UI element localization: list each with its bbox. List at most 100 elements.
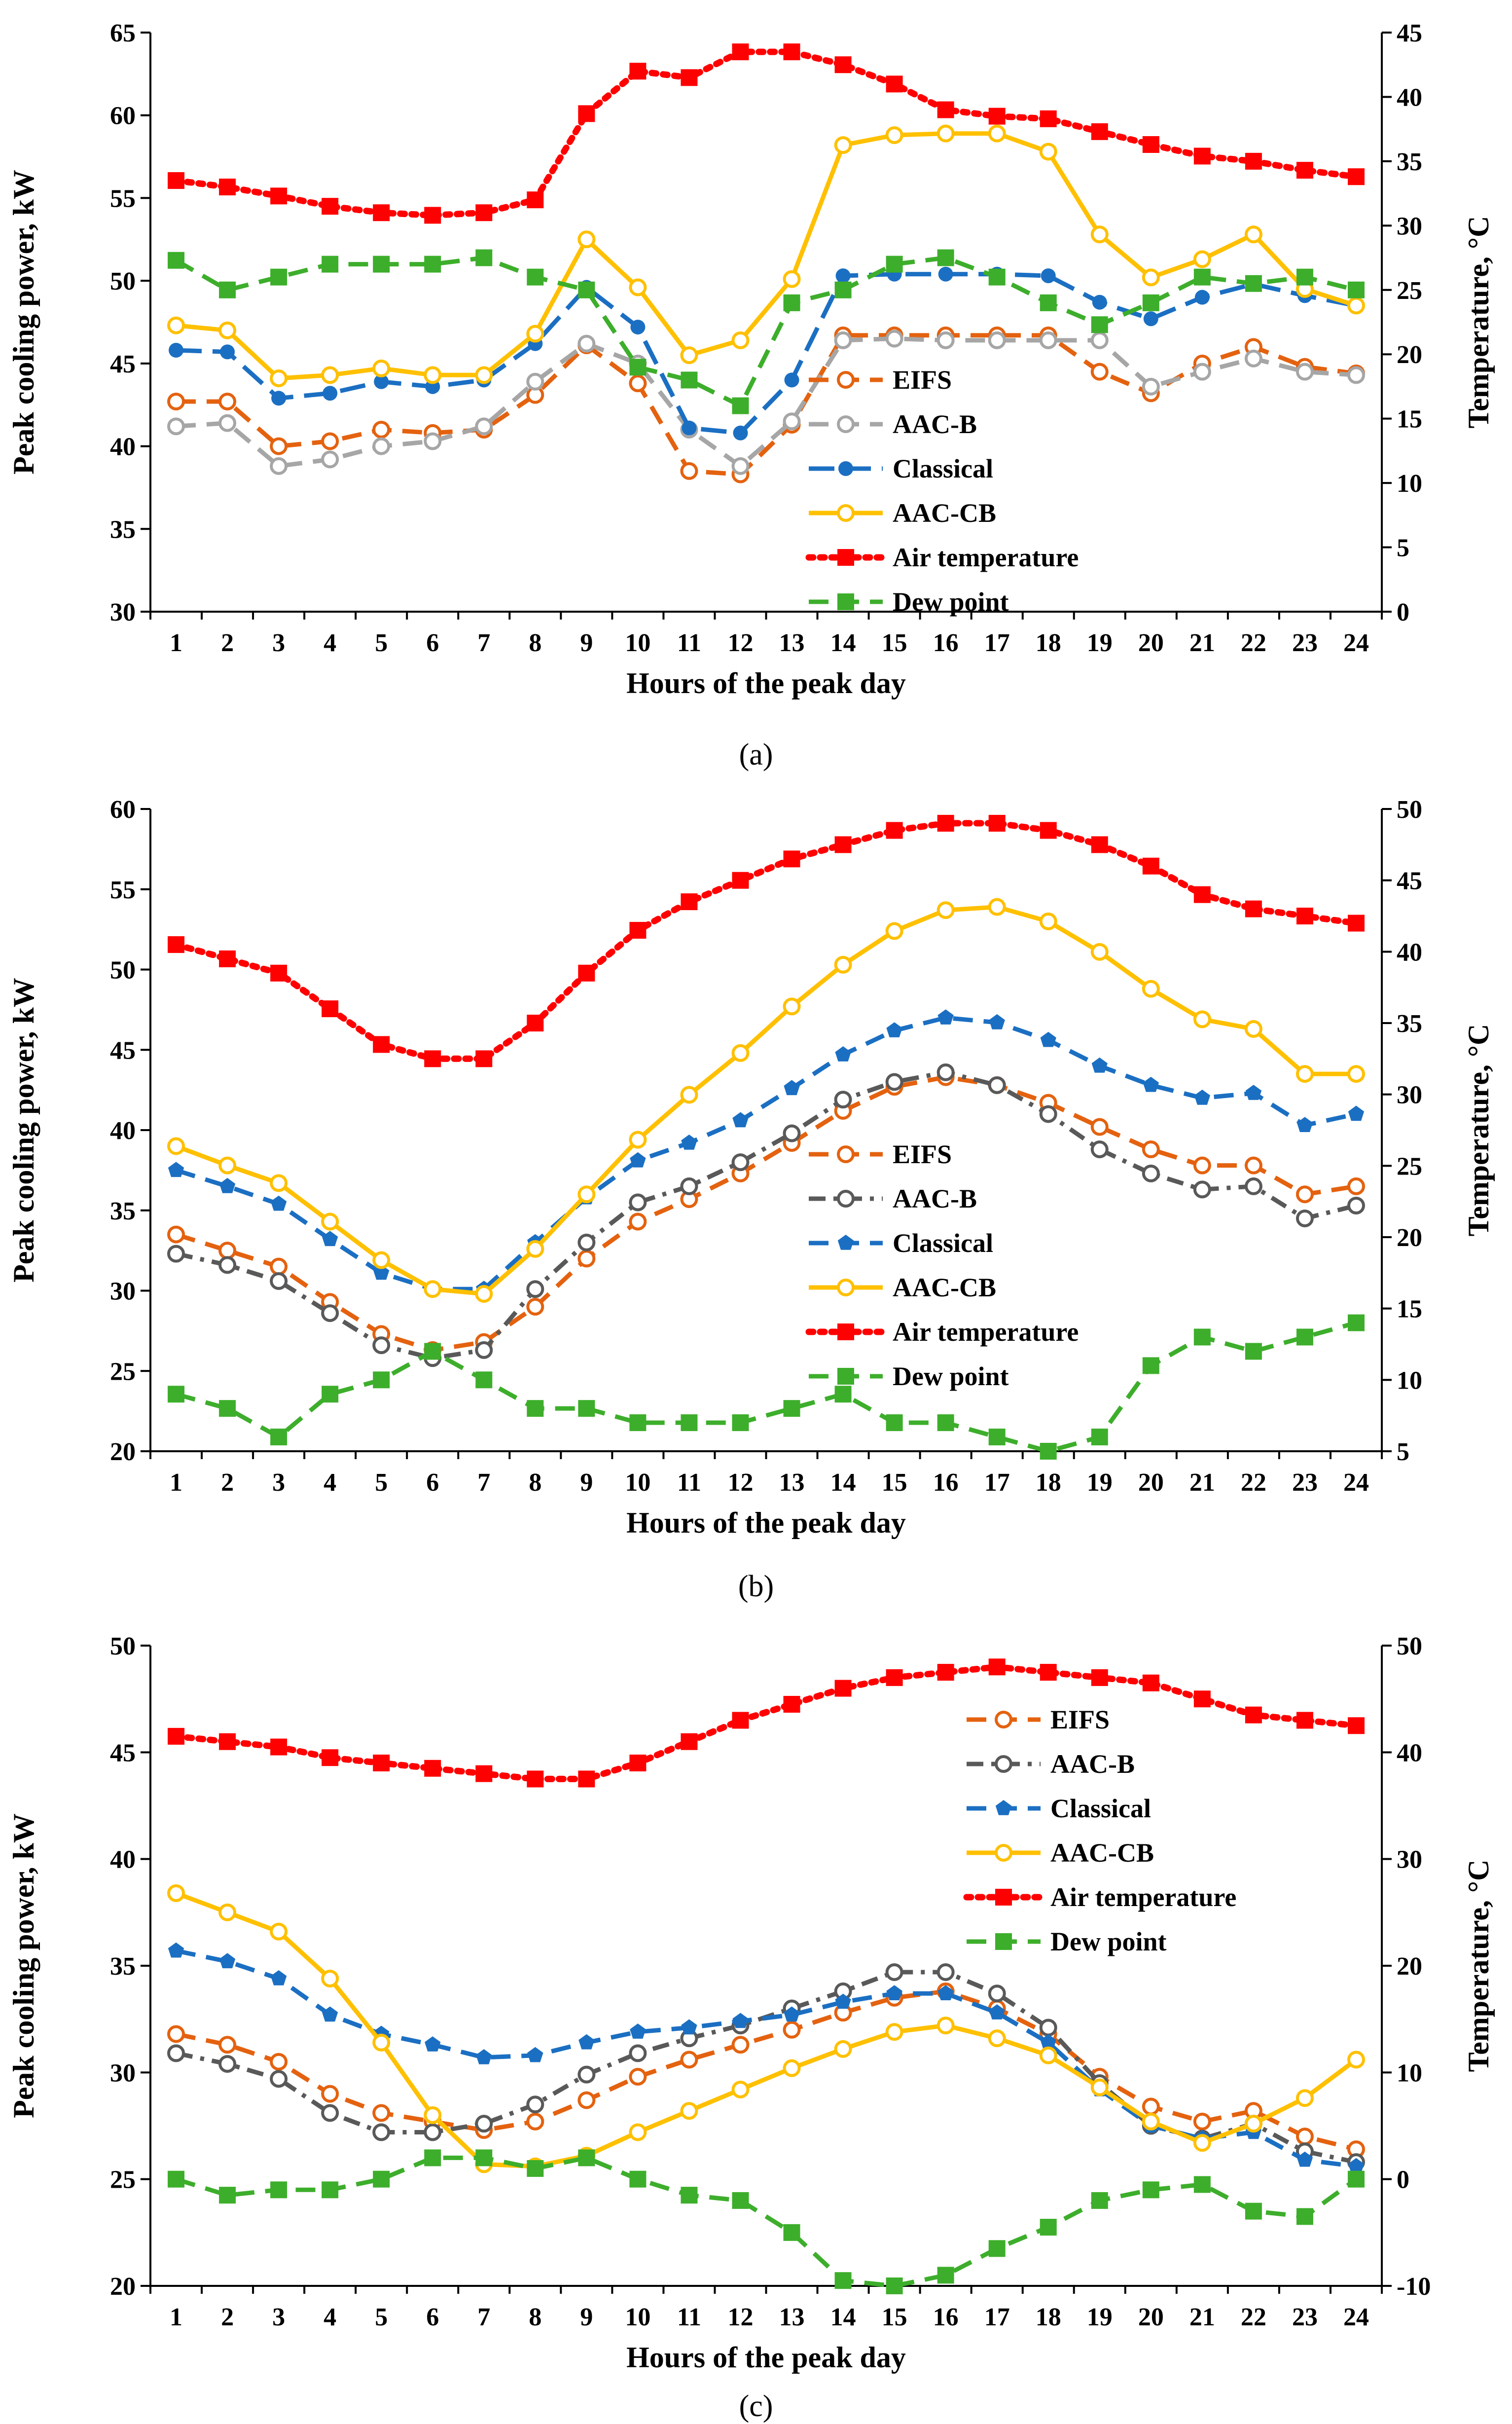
series-line-air-temperature (173, 1663, 1360, 1782)
data-point (783, 2020, 801, 2039)
x-tick-label: 7 (477, 1469, 490, 1497)
data-point (1347, 2170, 1365, 2188)
legend-marker-3 (837, 504, 855, 522)
data-point (372, 421, 391, 439)
data-point (526, 2112, 544, 2130)
data-point (1244, 2115, 1262, 2133)
legend-marker-3 (995, 1844, 1012, 1862)
y-axis-title: Peak cooling power, kW (7, 1813, 40, 2118)
data-point (1244, 1156, 1262, 1175)
data-point (731, 331, 750, 349)
x-tick-label: 5 (375, 1469, 388, 1497)
data-point (1244, 1020, 1262, 1038)
data-point (629, 359, 647, 376)
data-point (1142, 377, 1160, 396)
x-tick-label: 7 (477, 629, 490, 657)
x-tick-label: 16 (933, 2303, 959, 2331)
data-point (526, 325, 544, 343)
x-tick-label: 2 (221, 1469, 234, 1497)
data-point (629, 1212, 647, 1231)
data-point (682, 420, 697, 436)
series-line-air-temperature (173, 820, 1360, 1062)
y2-axis-title: Temperature, °C (1462, 216, 1495, 429)
data-point (424, 1343, 441, 1360)
data-point (527, 2160, 544, 2177)
data-point (219, 1733, 236, 1750)
x-tick-label: 21 (1189, 2303, 1215, 2331)
panel-label-a: (a) (739, 738, 773, 771)
legend-label: EIFS (893, 365, 952, 395)
data-point (1193, 1180, 1211, 1199)
legend-label: AAC-CB (893, 498, 996, 528)
data-point (1040, 2034, 1056, 2050)
data-point (938, 266, 953, 282)
x-tick-label: 19 (1087, 629, 1113, 657)
x-tick-label: 4 (324, 2303, 336, 2331)
data-point (681, 371, 698, 389)
legend-label: AAC-CB (1050, 1838, 1154, 1868)
data-point (783, 1124, 801, 1142)
data-point (527, 1400, 544, 1417)
data-point (1296, 1117, 1313, 1132)
data-point (1091, 123, 1108, 140)
data-point (936, 124, 955, 143)
data-point (270, 1257, 288, 1276)
y-tick-label: 30 (110, 1278, 136, 1306)
x-tick-label: 23 (1292, 1469, 1318, 1497)
data-point (578, 281, 595, 298)
x-tick-label: 6 (426, 629, 439, 657)
y2-tick-label: 20 (1397, 1224, 1422, 1252)
y-tick-label: 40 (110, 1117, 136, 1145)
data-point (527, 1770, 544, 1788)
data-point (732, 397, 749, 414)
data-point (270, 1970, 287, 1985)
chart-panel-b: (b) 202530354045505560510152025303540455… (7, 796, 1495, 1603)
data-point (630, 2023, 646, 2039)
data-point (578, 2149, 595, 2167)
x-tick-label: 6 (426, 2303, 439, 2331)
legend-marker-0 (995, 1711, 1012, 1728)
data-point (168, 1162, 184, 1177)
y2-tick-label: 50 (1397, 796, 1422, 824)
data-point (424, 432, 442, 450)
data-point (1194, 290, 1210, 305)
legend-marker-5 (837, 593, 854, 610)
x-tick-label: 3 (272, 2303, 285, 2331)
data-point (372, 1336, 391, 1355)
data-point (373, 1371, 390, 1389)
data-point (526, 1298, 544, 1316)
data-point (424, 2149, 441, 2167)
data-point (1040, 1443, 1057, 1460)
y2-tick-label: 15 (1397, 1295, 1422, 1323)
y2-tick-label: 40 (1397, 83, 1422, 111)
legend-label: AAC-B (1050, 1749, 1135, 1779)
data-point (373, 2170, 390, 2188)
legend-marker-2 (837, 1235, 854, 1250)
data-point (1040, 1031, 1056, 1047)
y-tick-label: 35 (110, 1197, 136, 1225)
y2-tick-label: 0 (1397, 598, 1409, 626)
data-point (577, 1249, 596, 1268)
data-point (1244, 349, 1262, 367)
series-line-classical (176, 272, 1357, 436)
legend-marker-4 (995, 1889, 1012, 1906)
data-point (885, 1073, 903, 1091)
data-point (1296, 1712, 1313, 1729)
data-point (1090, 225, 1109, 244)
legend-marker-4 (837, 549, 854, 566)
data-point (1091, 1669, 1108, 1686)
data-point (732, 1112, 749, 1128)
y2-tick-label: 40 (1397, 1739, 1422, 1767)
data-point (988, 108, 1006, 125)
data-point (218, 1156, 237, 1175)
data-point (988, 331, 1006, 349)
data-point (526, 2095, 544, 2114)
series-line-aac-cb (175, 905, 1356, 1296)
x-tick-label: 21 (1189, 1469, 1215, 1497)
x-tick-label: 6 (426, 1469, 439, 1497)
series-line-air-temperature (173, 48, 1360, 219)
legend-marker-2 (995, 1800, 1012, 1815)
data-point (475, 1285, 493, 1303)
data-point (885, 1963, 903, 1981)
data-point (1347, 2051, 1365, 2069)
